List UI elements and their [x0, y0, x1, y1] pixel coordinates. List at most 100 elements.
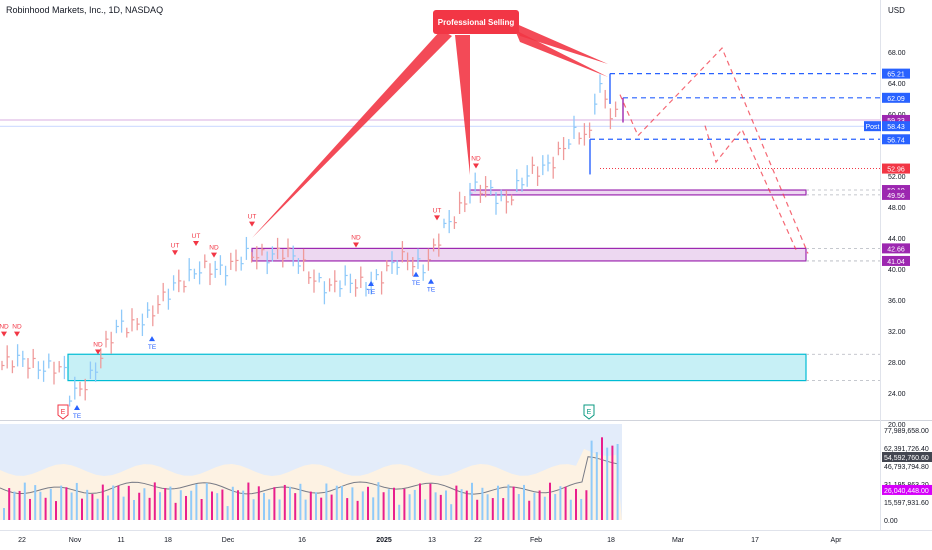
currency-label[interactable]: USD	[888, 6, 905, 15]
volume-tick-label: 15,597,931.60	[884, 500, 929, 507]
price-label: 62.09	[887, 96, 905, 103]
callout-pointer	[512, 22, 608, 64]
price-label: 65.21	[887, 72, 905, 79]
signal-label: ND	[0, 324, 9, 331]
price-bars	[1, 74, 619, 407]
price-label: 58.43	[887, 124, 905, 131]
x-tick-label: 18	[607, 537, 615, 544]
y-tick-label: 32.00	[888, 329, 906, 336]
volume-tick-label: 0.00	[884, 518, 898, 525]
y-tick-label: 24.00	[888, 391, 906, 398]
signal-arrow-down	[249, 221, 255, 227]
demand-zone	[67, 353, 807, 382]
price-label: 56.74	[887, 137, 905, 144]
supply-zone-upper	[469, 189, 807, 196]
y-tick-label: 20.00	[888, 422, 906, 429]
callout-pointer	[252, 30, 452, 238]
y-tick-label: 48.00	[888, 205, 906, 212]
x-tick-label: 2025	[376, 537, 392, 544]
post-label: Post	[865, 124, 879, 131]
y-tick-label: 64.00	[888, 81, 906, 88]
y-tick-label: 36.00	[888, 298, 906, 305]
volume-tick-label: 46,793,794.80	[884, 464, 929, 471]
post-label-bg	[864, 121, 881, 132]
x-tick-label: Mar	[672, 537, 685, 544]
price-label-bg	[882, 68, 910, 79]
x-tick-label: 17	[751, 537, 759, 544]
earnings-marker	[57, 404, 69, 420]
price-label: 41.04	[887, 259, 905, 266]
signal-arrow-down	[211, 252, 217, 258]
signal-label: ND	[209, 245, 219, 252]
volume-tick-label: 62,391,726.40	[884, 446, 929, 453]
callout-box	[433, 10, 519, 34]
x-tick-label: 13	[428, 537, 436, 544]
earnings-label: E	[61, 409, 66, 416]
x-tick-label: 22	[18, 537, 26, 544]
price-label-bg	[882, 255, 910, 266]
signal-label: TE	[427, 287, 436, 294]
price-label-bg	[882, 163, 910, 174]
x-tick-label: 22	[474, 537, 482, 544]
signal-arrow-up	[428, 278, 434, 284]
signal-arrow-down	[172, 250, 178, 256]
x-tick-label: 16	[298, 537, 306, 544]
signal-label: TE	[367, 289, 376, 296]
earnings-marker	[583, 404, 595, 420]
price-label-bg	[882, 121, 910, 132]
price-label: 52.96	[887, 167, 905, 174]
callout-pointer	[455, 35, 470, 175]
signal-arrow-down	[434, 215, 440, 221]
projection-path	[704, 125, 797, 250]
signal-label: TE	[412, 280, 421, 287]
signal-arrow-down	[1, 331, 7, 337]
y-tick-label: 44.00	[888, 236, 906, 243]
price-label-bg	[882, 134, 910, 145]
x-tick-label: 18	[164, 537, 172, 544]
signal-arrow-up	[368, 281, 374, 287]
price-label-bg	[882, 189, 910, 200]
earnings-label: E	[587, 409, 592, 416]
y-tick-label: 52.00	[888, 174, 906, 181]
signal-label: UT	[171, 242, 180, 249]
volume-bars	[3, 437, 619, 520]
signal-arrow-down	[353, 242, 359, 248]
signal-arrow-up	[74, 405, 80, 411]
supply-zone-lower	[251, 247, 807, 262]
volume-tick-label: 77,989,658.00	[884, 428, 929, 435]
projection-path	[619, 47, 809, 254]
signal-arrow-down	[95, 349, 101, 355]
callout-pointer	[515, 30, 608, 77]
callout-label: Professional Selling	[438, 18, 515, 27]
x-tick-label: Nov	[69, 537, 82, 544]
signal-arrow-up	[149, 336, 155, 342]
volume-tick-label: 54,592,760.60	[884, 455, 929, 462]
signal-arrow-down	[14, 331, 20, 337]
x-tick-label: Feb	[530, 537, 542, 544]
signal-label: TE	[73, 413, 82, 420]
signal-label: ND	[351, 235, 361, 242]
signal-label: TE	[148, 344, 157, 351]
signal-arrow-down	[193, 241, 199, 246]
x-tick-label: Apr	[831, 537, 843, 544]
chart-title: Robinhood Markets, Inc., 1D, NASDAQ	[6, 5, 164, 15]
volume-label-bg	[882, 484, 932, 495]
price-label-bg	[882, 114, 910, 125]
y-tick-label: 28.00	[888, 360, 906, 367]
volume-tick-label: 26,040,448.00	[884, 488, 929, 495]
x-tick-label: Dec	[222, 537, 235, 544]
volume-label-bg	[882, 452, 932, 463]
signal-label: UT	[433, 207, 442, 214]
signal-label: UT	[192, 233, 201, 240]
price-label: 49.56	[887, 193, 905, 200]
y-tick-label: 40.00	[888, 267, 906, 274]
price-label: 42.66	[887, 246, 905, 253]
y-tick-label: 68.00	[888, 50, 906, 57]
x-tick-label: 11	[117, 537, 124, 544]
signal-label: ND	[471, 156, 481, 163]
signal-arrow-up	[413, 271, 419, 277]
signal-label: ND	[93, 342, 103, 349]
signal-arrow-down	[473, 163, 479, 169]
price-label-bg	[882, 243, 910, 254]
